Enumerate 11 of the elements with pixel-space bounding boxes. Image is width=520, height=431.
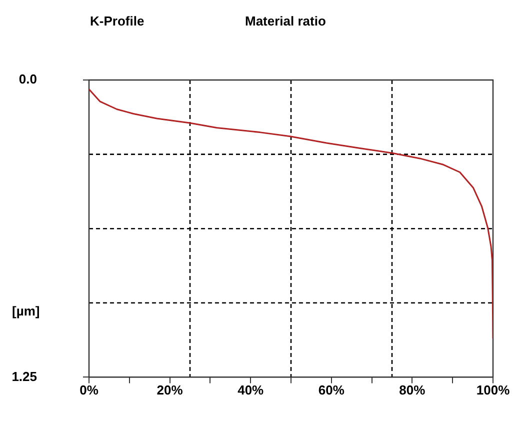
- x-tick-label: 60%: [318, 382, 345, 398]
- x-tick-label: 100%: [476, 382, 510, 398]
- chart-subtitle: Material ratio: [245, 14, 326, 29]
- chart-title: K-Profile: [90, 14, 144, 29]
- x-tick-label: 40%: [238, 382, 264, 398]
- y-tick-label: 1.25: [12, 368, 37, 384]
- y-tick-label: 0.0: [18, 72, 37, 87]
- x-tick-label: 80%: [399, 382, 426, 398]
- x-tick-label: 20%: [156, 382, 184, 398]
- y-axis-title: [µm]: [12, 303, 40, 318]
- x-tick-label: 0%: [80, 382, 99, 398]
